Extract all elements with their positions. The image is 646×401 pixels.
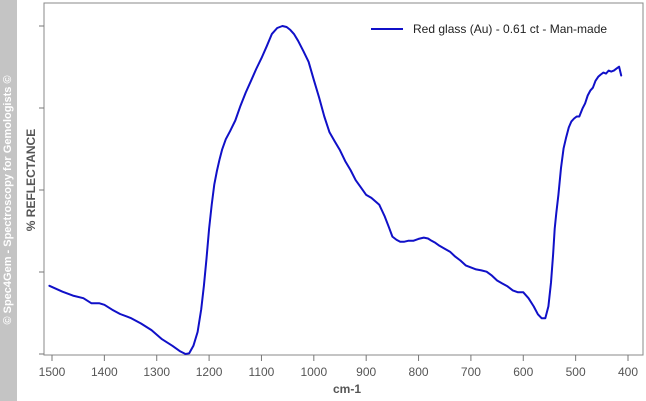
x-tick-label: 500	[566, 365, 586, 379]
legend: Red glass (Au) - 0.61 ct - Man-made	[371, 22, 607, 36]
plot-frame	[43, 2, 644, 356]
x-tick-label: 900	[356, 365, 376, 379]
x-tick-label: 1400	[91, 365, 118, 379]
x-tick-label: 700	[461, 365, 481, 379]
x-tick-label: 1300	[143, 365, 170, 379]
x-tick-label: 400	[618, 365, 638, 379]
legend-label: Red glass (Au) - 0.61 ct - Man-made	[413, 22, 607, 36]
x-axis-label: cm-1	[333, 382, 361, 396]
x-tick-label: 1500	[39, 365, 66, 379]
x-tick-label: 600	[513, 365, 533, 379]
series-line	[48, 25, 623, 355]
x-ticks: 1500 1400 1300 1200 1100 1000 900 800 700 600 500 4…	[39, 355, 638, 379]
x-tick-label: 800	[409, 365, 429, 379]
watermark-strip: © Spec4Gem - Spectroscopy for Gemologist…	[0, 0, 17, 401]
y-ticks	[39, 25, 44, 355]
x-tick-label: 1200	[196, 365, 223, 379]
x-tick-label: 1100	[249, 365, 275, 379]
x-tick-label: 1000	[300, 365, 327, 379]
